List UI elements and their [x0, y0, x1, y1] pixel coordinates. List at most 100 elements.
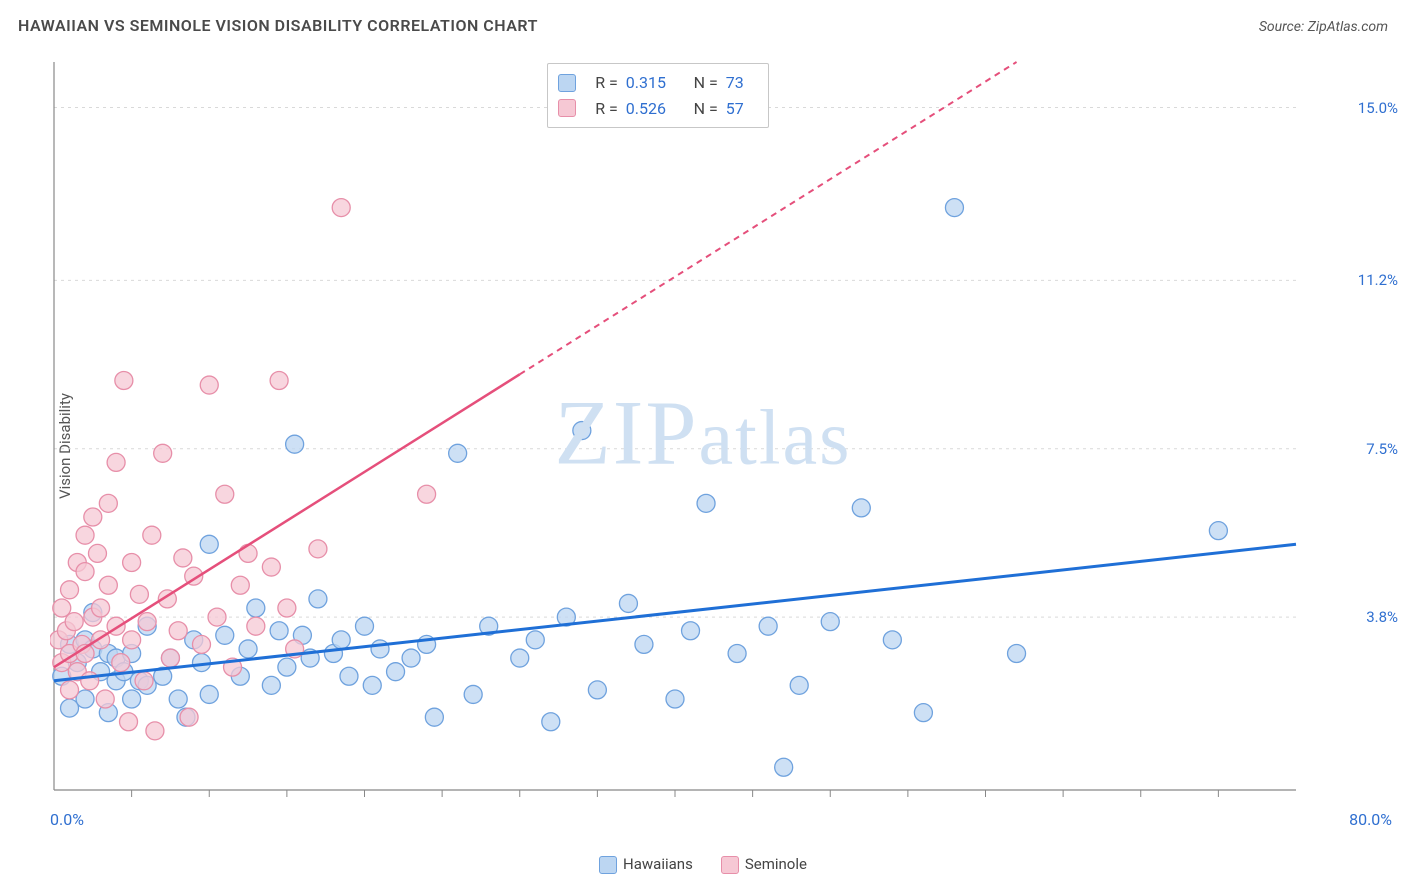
data-point	[65, 613, 83, 631]
data-point	[759, 617, 777, 635]
data-point	[135, 672, 153, 690]
data-point	[123, 631, 141, 649]
data-point	[216, 626, 234, 644]
data-point	[61, 681, 79, 699]
data-point	[115, 372, 133, 390]
x-axis-end-label: 80.0%	[1349, 810, 1392, 829]
data-point	[371, 640, 389, 658]
data-point	[84, 508, 102, 526]
data-point	[96, 690, 114, 708]
data-point	[138, 613, 156, 631]
data-point	[120, 713, 138, 731]
scatter-chart	[50, 58, 1356, 818]
data-point	[356, 617, 374, 635]
y-tick-label: 11.2%	[1358, 271, 1398, 289]
data-point	[174, 549, 192, 567]
data-point	[402, 649, 420, 667]
data-point	[573, 422, 591, 440]
data-point	[200, 685, 218, 703]
legend-swatch	[558, 74, 576, 92]
data-point	[99, 494, 117, 512]
data-point	[1209, 522, 1227, 540]
data-point	[821, 613, 839, 631]
data-point	[146, 722, 164, 740]
data-point	[169, 622, 187, 640]
legend-stat-row: R =0.315N =73	[558, 70, 754, 96]
data-point	[161, 649, 179, 667]
data-point	[123, 554, 141, 572]
data-point	[180, 708, 198, 726]
data-point	[619, 594, 637, 612]
data-point	[775, 758, 793, 776]
data-point	[852, 499, 870, 517]
data-point	[247, 617, 265, 635]
data-point	[511, 649, 529, 667]
data-point	[81, 672, 99, 690]
data-point	[945, 199, 963, 217]
data-point	[682, 622, 700, 640]
data-point	[231, 576, 249, 594]
data-point	[216, 485, 234, 503]
legend-swatch	[558, 99, 576, 117]
data-point	[239, 544, 257, 562]
source-attribution: Source: ZipAtlas.com	[1259, 19, 1388, 35]
data-point	[914, 704, 932, 722]
data-point	[387, 663, 405, 681]
data-point	[169, 690, 187, 708]
data-point	[332, 631, 350, 649]
data-point	[635, 635, 653, 653]
data-point	[278, 658, 296, 676]
legend-swatch	[599, 856, 617, 874]
y-tick-label: 15.0%	[1358, 99, 1398, 117]
data-point	[262, 558, 280, 576]
data-point	[270, 372, 288, 390]
data-point	[112, 654, 130, 672]
data-point	[247, 599, 265, 617]
y-tick-label: 3.8%	[1366, 608, 1398, 626]
data-point	[208, 608, 226, 626]
chart-title: HAWAIIAN VS SEMINOLE VISION DISABILITY C…	[18, 16, 538, 35]
data-point	[107, 453, 125, 471]
data-point	[61, 581, 79, 599]
data-point	[99, 576, 117, 594]
data-point	[790, 676, 808, 694]
data-point	[154, 444, 172, 462]
data-point	[666, 690, 684, 708]
legend-stat-row: R =0.526N =57	[558, 96, 754, 122]
data-point	[239, 640, 257, 658]
legend-item: Seminole	[721, 855, 807, 874]
legend-item: Hawaiians	[599, 855, 693, 874]
data-point	[340, 667, 358, 685]
data-point	[464, 685, 482, 703]
data-point	[286, 435, 304, 453]
data-point	[332, 199, 350, 217]
series-legend: Hawaiians Seminole	[50, 855, 1356, 874]
data-point	[143, 526, 161, 544]
y-tick-label: 7.5%	[1366, 440, 1398, 458]
data-point	[883, 631, 901, 649]
correlation-legend: R =0.315N =73R =0.526N =57	[547, 63, 769, 128]
data-point	[418, 485, 436, 503]
data-point	[309, 540, 327, 558]
data-point	[200, 376, 218, 394]
data-point	[1008, 645, 1026, 663]
data-point	[542, 713, 560, 731]
data-point	[92, 599, 110, 617]
data-point	[123, 690, 141, 708]
data-point	[278, 599, 296, 617]
data-point	[363, 676, 381, 694]
data-point	[526, 631, 544, 649]
chart-header: HAWAIIAN VS SEMINOLE VISION DISABILITY C…	[18, 16, 1388, 35]
data-point	[88, 544, 106, 562]
data-point	[192, 635, 210, 653]
data-point	[270, 622, 288, 640]
legend-swatch	[721, 856, 739, 874]
data-point	[425, 708, 443, 726]
data-point	[200, 535, 218, 553]
data-point	[130, 585, 148, 603]
x-axis-start-label: 0.0%	[50, 810, 84, 829]
data-point	[262, 676, 280, 694]
data-point	[76, 563, 94, 581]
data-point	[588, 681, 606, 699]
data-point	[449, 444, 467, 462]
